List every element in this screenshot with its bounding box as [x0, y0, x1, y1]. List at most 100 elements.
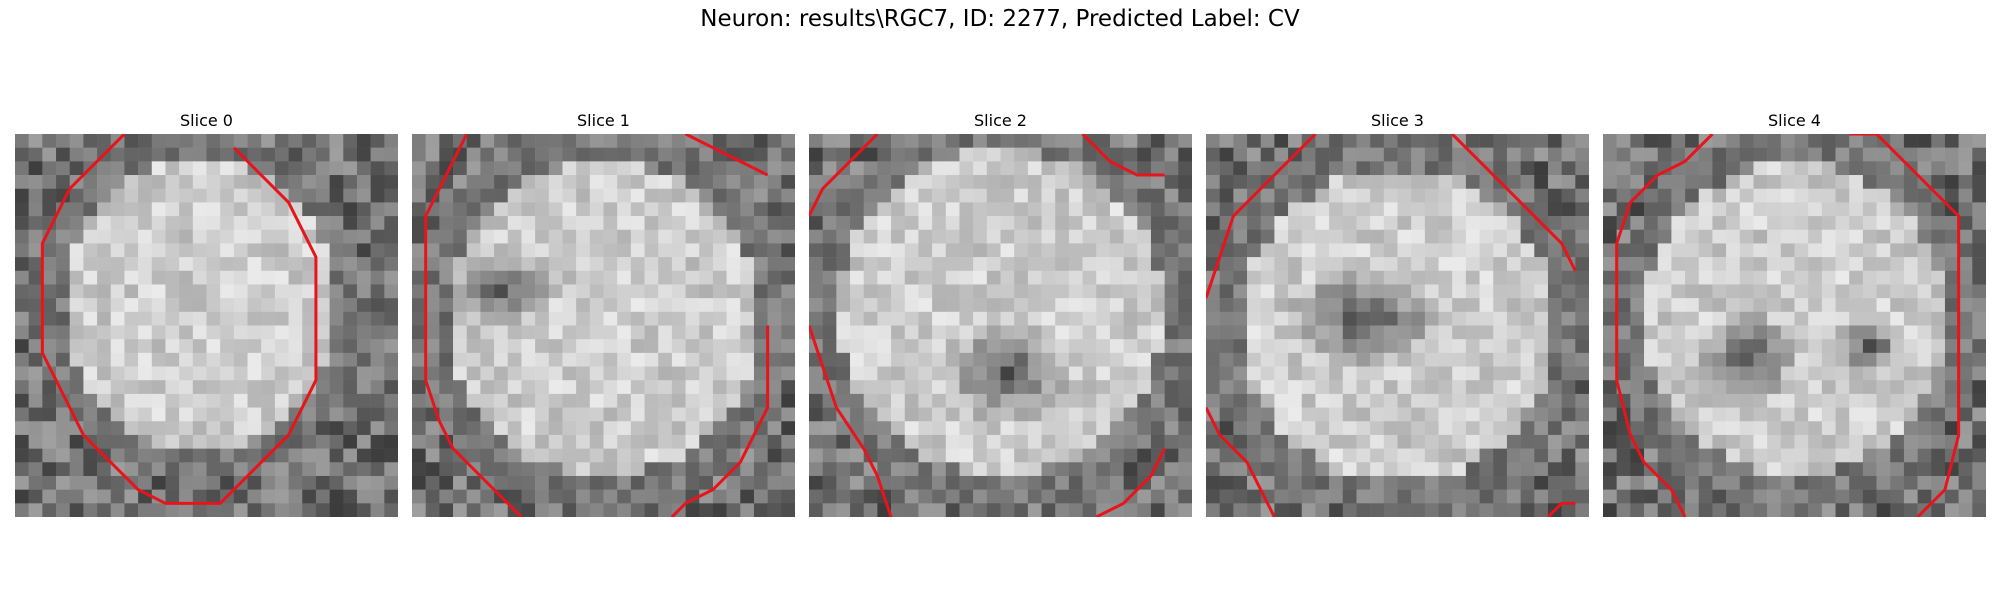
pixel [1548, 161, 1562, 175]
pixel [248, 216, 262, 230]
pixel [384, 476, 398, 490]
pixel [1836, 503, 1850, 517]
pixel [207, 503, 221, 517]
pixel [15, 271, 29, 285]
pixel [467, 271, 481, 285]
pixel [1671, 216, 1685, 230]
pixel [1945, 216, 1959, 230]
pixel [1028, 367, 1042, 381]
pixel [1726, 503, 1740, 517]
pixel [1671, 230, 1685, 244]
pixel [371, 284, 385, 298]
pixel [959, 161, 973, 175]
pixel [343, 243, 357, 257]
pixel [604, 257, 618, 271]
pixel [932, 339, 946, 353]
pixel [1001, 462, 1015, 476]
pixel [302, 202, 316, 216]
pixel [932, 421, 946, 435]
pixel [850, 367, 864, 381]
pixel [165, 367, 179, 381]
pixel [850, 243, 864, 257]
pixel [959, 284, 973, 298]
pixel [467, 161, 481, 175]
pixel [1315, 298, 1329, 312]
pixel [1384, 326, 1398, 340]
pixel [1712, 449, 1726, 463]
pixel [604, 284, 618, 298]
pixel [1042, 394, 1056, 408]
pixel [480, 394, 494, 408]
pixel [1863, 175, 1877, 189]
pixel [823, 271, 837, 285]
pixel [713, 462, 727, 476]
pixel [672, 161, 686, 175]
pixel [1288, 216, 1302, 230]
pixel [1315, 326, 1329, 340]
pixel [56, 284, 70, 298]
pixel [412, 161, 426, 175]
pixel [1014, 243, 1028, 257]
pixel [836, 298, 850, 312]
pixel [1137, 134, 1151, 148]
pixel [1110, 339, 1124, 353]
pixel [877, 462, 891, 476]
pixel [1877, 462, 1891, 476]
pixel [1261, 312, 1275, 326]
pixel [1808, 298, 1822, 312]
pixel [1753, 161, 1767, 175]
pixel [1644, 380, 1658, 394]
pixel [1083, 380, 1097, 394]
pixel [1466, 394, 1480, 408]
pixel [453, 257, 467, 271]
pixel [932, 367, 946, 381]
pixel [248, 230, 262, 244]
pixel [987, 449, 1001, 463]
pixel [1233, 476, 1247, 490]
pixel [877, 243, 891, 257]
pixel [1233, 326, 1247, 340]
pixel [1343, 202, 1357, 216]
pixel [1370, 326, 1384, 340]
pixel [740, 216, 754, 230]
pixel [768, 148, 782, 162]
pixel [1767, 257, 1781, 271]
pixel [467, 476, 481, 490]
pixel [1808, 476, 1822, 490]
pixel [1083, 298, 1097, 312]
pixel [1945, 243, 1959, 257]
pixel [1055, 175, 1069, 189]
pixel [1493, 353, 1507, 367]
pixel [1083, 408, 1097, 422]
pixel [1398, 243, 1412, 257]
pixel [220, 380, 234, 394]
pixel [1890, 257, 1904, 271]
pixel [1069, 230, 1083, 244]
pixel [1247, 216, 1261, 230]
pixel [727, 353, 741, 367]
pixel [412, 202, 426, 216]
pixel [1206, 435, 1220, 449]
pixel [891, 284, 905, 298]
pixel [809, 408, 823, 422]
pixel [658, 476, 672, 490]
pixel [1356, 380, 1370, 394]
pixel [1356, 408, 1370, 422]
pixel [959, 421, 973, 435]
pixel [768, 449, 782, 463]
pixel [384, 339, 398, 353]
pixel [248, 202, 262, 216]
pixel [1028, 435, 1042, 449]
pixel [439, 326, 453, 340]
pixel [1699, 449, 1713, 463]
pixel [932, 175, 946, 189]
pixel [1206, 353, 1220, 367]
pixel [1836, 339, 1850, 353]
pixel [1575, 284, 1589, 298]
pixel [1781, 161, 1795, 175]
pixel [138, 257, 152, 271]
pixel [261, 271, 275, 285]
pixel [343, 284, 357, 298]
pixel [15, 408, 29, 422]
pixel [1617, 271, 1631, 285]
